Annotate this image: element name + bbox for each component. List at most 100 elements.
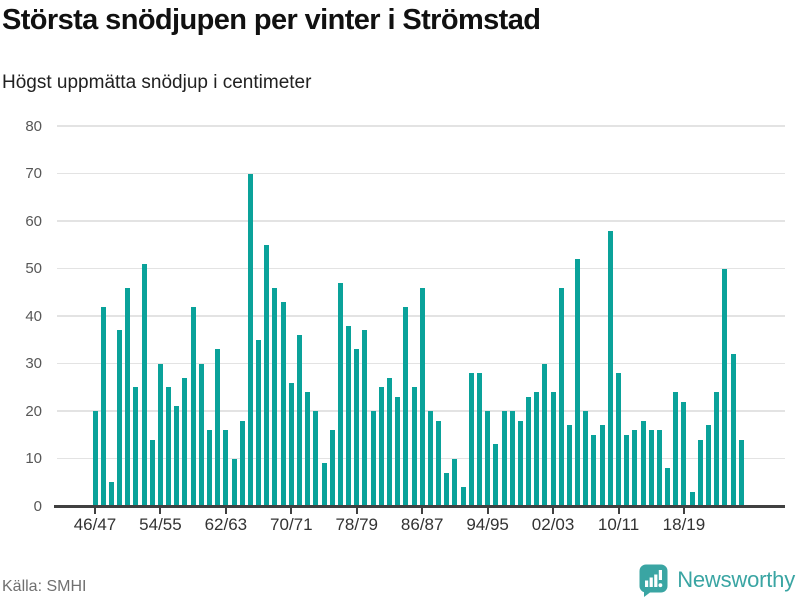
bar bbox=[182, 377, 188, 506]
bar bbox=[697, 439, 703, 506]
bar bbox=[550, 392, 556, 506]
bar bbox=[444, 472, 450, 506]
bar bbox=[534, 392, 540, 506]
bar bbox=[247, 173, 253, 506]
bar bbox=[223, 430, 229, 506]
bar bbox=[149, 439, 155, 506]
x-tick-label: 46/47 bbox=[73, 515, 117, 534]
plot-area: 46/47 54/55 62/63 70/71 78/79 86/87 94/95 02/03… bbox=[54, 125, 785, 534]
bar bbox=[362, 330, 368, 506]
x-tick-mark bbox=[552, 507, 555, 514]
x-tick-mark bbox=[355, 507, 358, 514]
bar bbox=[468, 373, 474, 506]
bar bbox=[673, 392, 679, 506]
bar bbox=[288, 382, 294, 506]
x-tick-mark bbox=[159, 507, 162, 514]
bar bbox=[100, 306, 106, 506]
bar bbox=[738, 439, 744, 506]
bar bbox=[730, 354, 736, 506]
bar bbox=[509, 411, 515, 506]
bar bbox=[207, 430, 213, 506]
chart-subtitle: Högst uppmätta snödjup i centimeter bbox=[2, 72, 312, 93]
bar bbox=[575, 259, 581, 506]
y-tick-label: 40 bbox=[25, 307, 42, 325]
y-axis-labels: 0 10 20 30 40 50 60 70 80 bbox=[0, 119, 42, 514]
bar bbox=[329, 430, 335, 506]
bar bbox=[526, 396, 532, 506]
x-tick-label: 62/63 bbox=[204, 515, 248, 534]
chart-title: Största snödjupen per vinter i Strömstad bbox=[2, 4, 541, 36]
y-tick-label: 30 bbox=[25, 355, 42, 372]
bar bbox=[272, 287, 278, 506]
bar bbox=[264, 244, 270, 506]
y-tick-label: 70 bbox=[25, 165, 42, 182]
x-tick-mark bbox=[94, 507, 96, 514]
bar bbox=[395, 396, 401, 506]
bar bbox=[411, 387, 417, 506]
bar bbox=[190, 306, 196, 506]
x-tick-mark bbox=[224, 507, 227, 514]
bar bbox=[648, 430, 654, 506]
bar bbox=[125, 287, 131, 506]
bar bbox=[337, 282, 343, 506]
bar bbox=[452, 458, 458, 506]
x-tick-label: 02/03 bbox=[531, 515, 575, 534]
x-tick-mark bbox=[486, 507, 489, 514]
bar bbox=[714, 392, 720, 506]
x-tick-mark bbox=[421, 507, 424, 514]
source-text: Källa: SMHI bbox=[2, 578, 87, 595]
x-tick-label: 94/95 bbox=[466, 515, 509, 534]
x-tick-label: 54/55 bbox=[139, 515, 182, 534]
x-tick-mark bbox=[290, 507, 293, 514]
bar bbox=[722, 268, 728, 506]
y-tick-label: 50 bbox=[25, 260, 42, 277]
bar bbox=[313, 411, 319, 506]
gridline bbox=[57, 125, 785, 127]
bar bbox=[665, 468, 671, 506]
bar bbox=[346, 325, 352, 506]
bar bbox=[640, 420, 646, 506]
bar bbox=[354, 349, 360, 506]
x-tick-label: 70/71 bbox=[270, 515, 313, 534]
bar bbox=[501, 411, 507, 506]
bar bbox=[706, 425, 711, 506]
bar bbox=[583, 411, 589, 506]
bar bbox=[632, 430, 638, 506]
bar bbox=[231, 458, 237, 506]
bar bbox=[607, 230, 613, 506]
bar bbox=[591, 434, 597, 506]
bar bbox=[92, 411, 98, 506]
bar bbox=[558, 287, 564, 506]
bar bbox=[419, 287, 425, 506]
y-tick-label: 60 bbox=[25, 212, 42, 230]
bar bbox=[517, 420, 523, 506]
y-tick-label: 20 bbox=[25, 402, 42, 420]
bar bbox=[460, 487, 466, 506]
bar bbox=[624, 434, 630, 506]
bar bbox=[198, 363, 204, 506]
bar bbox=[141, 263, 147, 506]
bar bbox=[689, 491, 695, 506]
bar bbox=[485, 411, 491, 506]
bar bbox=[280, 301, 286, 506]
bar bbox=[297, 335, 302, 506]
bar bbox=[386, 377, 392, 506]
x-tick-label: 78/79 bbox=[335, 515, 379, 534]
bar bbox=[133, 387, 139, 506]
bar bbox=[427, 411, 433, 506]
bar bbox=[599, 425, 605, 506]
newsworthy-wordmark: Newsworthy bbox=[677, 567, 795, 592]
bar bbox=[476, 373, 482, 506]
bar bbox=[493, 444, 499, 506]
bar bbox=[117, 330, 123, 506]
y-tick-label: 10 bbox=[25, 450, 42, 467]
bar bbox=[566, 425, 572, 506]
bar bbox=[215, 349, 221, 506]
bar bbox=[370, 411, 376, 506]
bar bbox=[681, 401, 687, 506]
x-tick-label: 86/87 bbox=[400, 515, 444, 534]
newsworthy-logo: Newsworthy bbox=[639, 563, 795, 597]
x-tick-mark bbox=[682, 507, 685, 514]
gridline bbox=[57, 220, 785, 222]
